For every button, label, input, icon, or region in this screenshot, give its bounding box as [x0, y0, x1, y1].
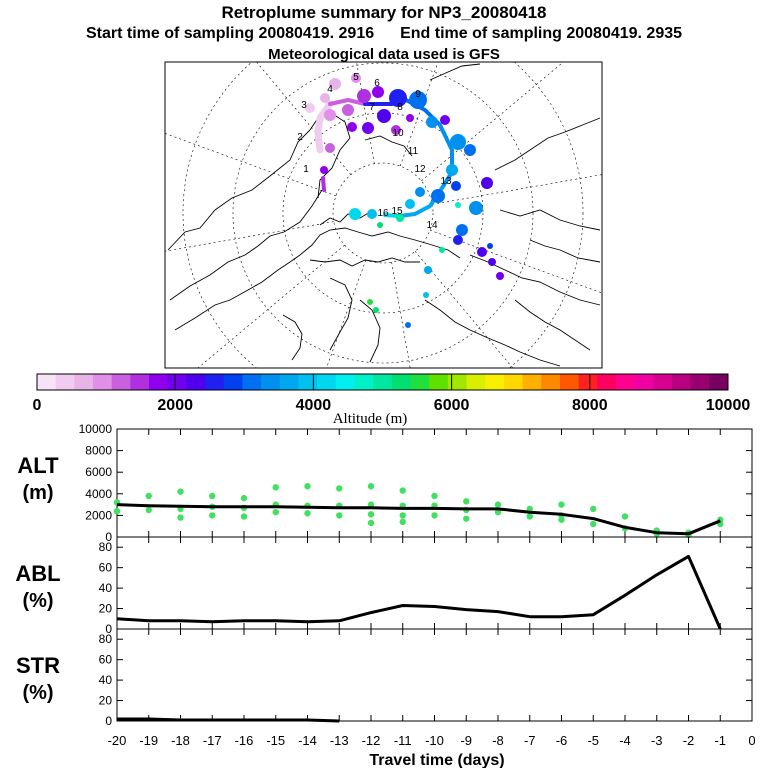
chart-title: Retroplume summary for NP3_20080418 — [221, 3, 547, 22]
map-day-label: 8 — [397, 102, 403, 113]
map-day-label: 11 — [408, 146, 419, 157]
map-day-label: 13 — [440, 176, 452, 187]
map-day-label: 5 — [353, 72, 359, 83]
map-day-label: 3 — [301, 100, 307, 111]
map-day-label: 9 — [415, 89, 421, 100]
plume-markers — [305, 73, 504, 328]
map-day-label: 1 — [303, 164, 309, 175]
map-day-label: 15 — [391, 206, 403, 217]
map-day-label: 6 — [374, 78, 380, 89]
end-time: End time of sampling 20080419. 2935 — [400, 25, 683, 42]
start-time: Start time of sampling 20080419. 2916 — [85, 25, 375, 42]
map-day-label: 10 — [392, 128, 404, 139]
map-day-label: 2 — [297, 132, 303, 143]
sampling-times: Start time of sampling 20080419. 2916 End… — [0, 25, 768, 43]
map-frame — [164, 61, 603, 369]
map-day-label: 4 — [327, 84, 333, 95]
map-day-label: 16 — [377, 208, 389, 219]
coastlines — [167, 63, 601, 367]
longitude-meridians — [165, 62, 602, 368]
map-day-label: 7 — [369, 102, 375, 113]
met-data-label: Meteorological data used is GFS — [268, 46, 500, 63]
map-day-label: 12 — [414, 164, 426, 175]
map-day-label: 14 — [426, 220, 438, 231]
